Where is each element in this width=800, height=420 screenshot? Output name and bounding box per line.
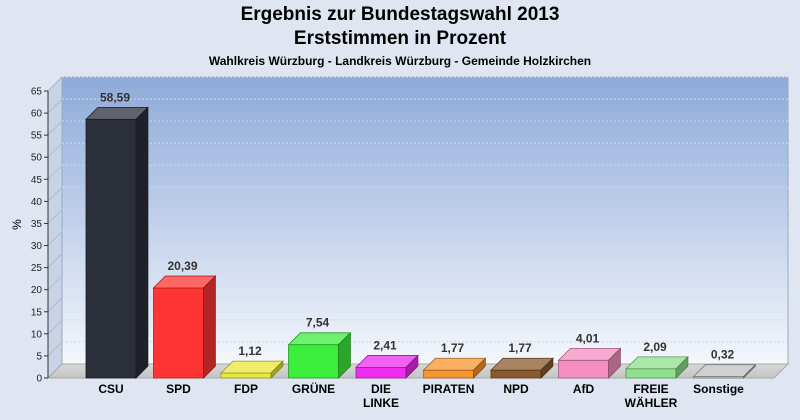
category-label: WÄHLER [625, 395, 678, 410]
bar-side [203, 275, 216, 379]
category-label: FDP [234, 382, 258, 396]
gridline-side [47, 76, 63, 92]
gridline-side [47, 297, 63, 313]
y-tick-label: 10 [31, 329, 43, 340]
bar-side [675, 355, 689, 379]
chart-title-line2: Erststimmen in Prozent [293, 28, 507, 49]
bar-afd [557, 347, 622, 379]
value-label: 1,77 [508, 341, 532, 355]
gridline-side [47, 341, 63, 357]
category-label: CSU [98, 382, 123, 396]
gridline-side [47, 231, 63, 246]
category-label: LINKE [363, 396, 399, 410]
y-tick-label: 30 [31, 241, 43, 252]
chart-title: Ergebnis zur Bundestagswahl 2013 [240, 4, 560, 25]
y-tick-label: 20 [31, 285, 43, 296]
category-label: SPD [166, 382, 191, 396]
bar-front [288, 344, 339, 379]
chart-side-wall [47, 75, 63, 380]
category-label: DIE [371, 382, 391, 396]
y-tick-label: 35 [31, 219, 43, 230]
category-label: PIRATEN [423, 382, 475, 396]
category-label: GRÜNE [292, 381, 335, 396]
bar-spd [152, 275, 217, 379]
value-label: 7,54 [306, 316, 330, 330]
bar-front [153, 287, 204, 379]
chart-subtitle: Wahlkreis Würzburg - Landkreis Würzburg … [208, 54, 592, 68]
bar-freie-wähler [625, 355, 689, 379]
bar-npd [490, 357, 554, 379]
bar-grüne [287, 331, 352, 379]
value-label: 0,32 [711, 348, 735, 362]
bar-front [625, 368, 677, 379]
value-label: 20,39 [167, 259, 197, 273]
value-label: 58,59 [100, 90, 130, 104]
gridline-side [47, 98, 63, 114]
bar-side [473, 357, 486, 379]
y-tick-label: 40 [31, 197, 43, 208]
y-tick-label: 65 [31, 87, 43, 98]
gridline-side [47, 164, 63, 180]
bar-sonstige [692, 363, 757, 379]
bar-side [743, 363, 756, 379]
bar-front [220, 372, 272, 379]
category-label: AfD [573, 382, 595, 396]
y-tick-label: 5 [36, 351, 42, 362]
category-label: FREIE [633, 382, 668, 396]
bar-front [85, 118, 137, 379]
gridline-side [47, 319, 63, 335]
bar-fdp [220, 360, 284, 379]
bar-die-linke [355, 354, 419, 379]
bar-front [558, 359, 609, 379]
value-label: 1,77 [441, 341, 465, 355]
category-label: NPD [503, 382, 529, 396]
y-tick-label: 0 [36, 374, 42, 385]
bar-side [270, 360, 284, 379]
bar-side [135, 106, 149, 379]
y-tick-label: 15 [31, 307, 43, 318]
y-tick-label: 45 [31, 175, 43, 186]
gridline-side [47, 275, 63, 291]
gridline-side [47, 120, 63, 136]
gridline-side [47, 142, 63, 158]
bar-piraten [422, 357, 487, 379]
value-label: 2,09 [643, 340, 667, 354]
gridline-side [47, 253, 63, 268]
y-tick-label: 50 [31, 153, 43, 164]
gridline-side [47, 187, 63, 202]
bar-csu [85, 106, 149, 379]
y-tick-label: 55 [31, 131, 43, 142]
value-label: 2,41 [373, 338, 397, 352]
bar-side [405, 354, 419, 379]
value-label: 1,12 [238, 344, 262, 358]
gridline-side [47, 209, 63, 224]
bar-side [540, 357, 554, 379]
bar-side [338, 331, 351, 379]
value-label: 4,01 [576, 331, 600, 345]
y-axis-label: % [10, 219, 24, 230]
y-tick-label: 25 [31, 263, 43, 274]
bar-front [423, 369, 474, 379]
bar-side [608, 347, 621, 379]
bar-front [490, 369, 542, 379]
y-tick-label: 60 [31, 109, 43, 120]
bar-front [355, 366, 407, 379]
category-label: Sonstige [693, 382, 744, 396]
